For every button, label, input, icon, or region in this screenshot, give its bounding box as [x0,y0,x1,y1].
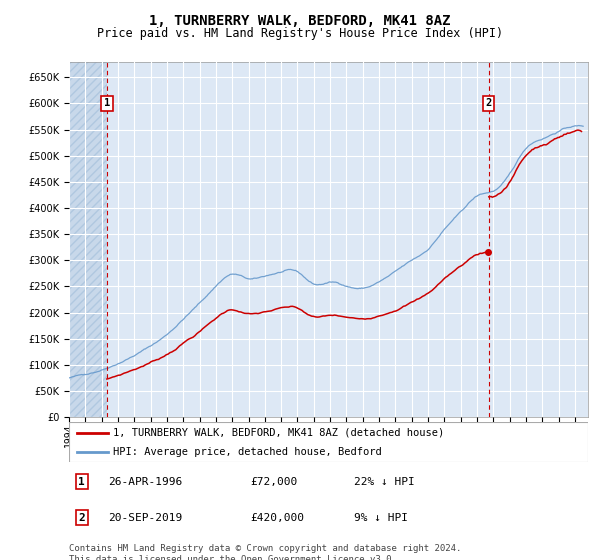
Text: Contains HM Land Registry data © Crown copyright and database right 2024.
This d: Contains HM Land Registry data © Crown c… [69,544,461,560]
Text: 26-APR-1996: 26-APR-1996 [108,477,182,487]
Text: Price paid vs. HM Land Registry's House Price Index (HPI): Price paid vs. HM Land Registry's House … [97,27,503,40]
Text: HPI: Average price, detached house, Bedford: HPI: Average price, detached house, Bedf… [113,447,382,457]
Text: 1: 1 [79,477,85,487]
Bar [69,62,107,417]
Text: 2: 2 [485,99,492,109]
Text: 22% ↓ HPI: 22% ↓ HPI [355,477,415,487]
Text: 2: 2 [79,512,85,522]
Text: 20-SEP-2019: 20-SEP-2019 [108,512,182,522]
Text: 1, TURNBERRY WALK, BEDFORD, MK41 8AZ (detached house): 1, TURNBERRY WALK, BEDFORD, MK41 8AZ (de… [113,428,445,438]
Text: 1: 1 [104,99,110,109]
Text: £72,000: £72,000 [251,477,298,487]
Text: £420,000: £420,000 [251,512,305,522]
Text: 1, TURNBERRY WALK, BEDFORD, MK41 8AZ: 1, TURNBERRY WALK, BEDFORD, MK41 8AZ [149,14,451,28]
Text: 9% ↓ HPI: 9% ↓ HPI [355,512,409,522]
